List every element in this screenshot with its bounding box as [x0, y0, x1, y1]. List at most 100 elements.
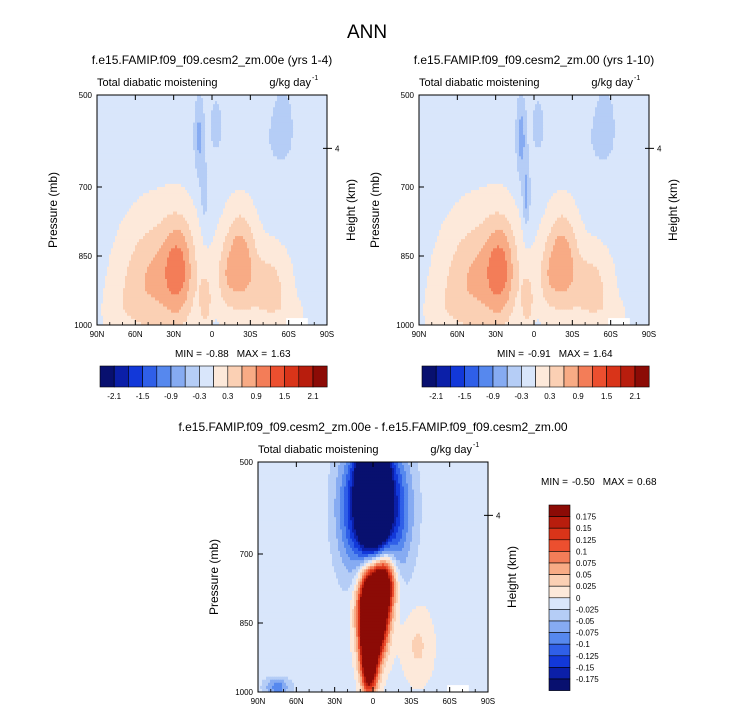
heatmap-cell [173, 101, 176, 105]
heatmap-cell [315, 113, 318, 118]
heatmap-cell [163, 128, 166, 133]
heatmap-cell [215, 141, 218, 145]
heatmap-cell [123, 211, 126, 216]
heatmap-cell [247, 205, 250, 210]
heatmap-cell [207, 223, 210, 228]
heatmap-cell [211, 162, 214, 167]
heatmap-cell [157, 150, 160, 154]
heatmap-cell [321, 196, 324, 200]
heatmap-cell [123, 183, 126, 188]
heatmap-cell [211, 101, 214, 105]
heatmap-cell [273, 177, 276, 182]
heatmap-cell [117, 165, 120, 170]
heatmap-cell [99, 180, 102, 185]
heatmap-cell [263, 128, 266, 133]
heatmap-cell [255, 165, 258, 170]
heatmap-cell [217, 144, 220, 148]
heatmap-cell [153, 110, 156, 114]
heatmap-cell [243, 199, 246, 203]
heatmap-cell [209, 171, 212, 176]
heatmap-cell [205, 125, 208, 130]
heatmap-cell [259, 128, 262, 133]
heatmap-cell [159, 199, 162, 203]
heatmap-cell [185, 95, 188, 99]
heatmap-cell [257, 199, 260, 203]
heatmap-cell [295, 110, 298, 114]
heatmap-cell [119, 122, 122, 127]
heatmap-cell [249, 165, 252, 170]
heatmap-cell [217, 147, 220, 151]
heatmap-cell [241, 205, 244, 210]
heatmap-cell [127, 183, 130, 188]
heatmap-cell [161, 211, 164, 216]
heatmap-cell [317, 193, 320, 197]
heatmap-cell [103, 199, 106, 203]
heatmap-cell [249, 116, 252, 121]
heatmap-cell [167, 125, 170, 130]
heatmap-cell [113, 128, 116, 133]
heatmap-cell [139, 190, 142, 194]
heatmap-cell [171, 187, 174, 191]
heatmap-cell [167, 110, 170, 114]
heatmap-cell [177, 211, 180, 216]
heatmap-cell [283, 159, 286, 164]
heatmap-cell [159, 131, 162, 136]
heatmap-cell [153, 165, 156, 170]
heatmap-cell [157, 153, 160, 157]
heatmap-cell [205, 150, 208, 154]
heatmap-cell [277, 211, 280, 216]
heatmap-cell [165, 190, 168, 194]
heatmap-cell [159, 168, 162, 173]
heatmap-cell [131, 122, 134, 127]
heatmap-cell [231, 211, 234, 216]
heatmap-cell [157, 104, 160, 108]
heatmap-cell [307, 171, 310, 176]
heatmap-cell [271, 116, 274, 121]
heatmap-cell [295, 104, 298, 108]
heatmap-cell [129, 187, 132, 191]
heatmap-cell [101, 226, 104, 231]
heatmap-cell [151, 183, 154, 188]
heatmap-cell [177, 165, 180, 170]
heatmap-cell [209, 177, 212, 182]
heatmap-cell [285, 190, 288, 194]
heatmap-cell [169, 131, 172, 136]
heatmap-cell [107, 177, 110, 182]
heatmap-cell [139, 205, 142, 210]
heatmap-cell [117, 153, 120, 157]
heatmap-cell [219, 223, 222, 228]
heatmap-cell [321, 110, 324, 114]
heatmap-cell [267, 113, 270, 118]
heatmap-cell [319, 104, 322, 108]
heatmap-cell [261, 101, 264, 105]
heatmap-cell [187, 110, 190, 114]
heatmap-cell [111, 159, 114, 164]
heatmap-cell [275, 156, 278, 160]
heatmap-cell [265, 220, 268, 225]
heatmap-cell [149, 95, 152, 99]
heatmap-cell [143, 217, 146, 222]
heatmap-cell [117, 150, 120, 154]
heatmap-cell [235, 147, 238, 151]
heatmap-cell [325, 171, 327, 176]
heatmap-cell [143, 223, 146, 228]
heatmap-cell [157, 171, 160, 176]
heatmap-cell [325, 199, 327, 203]
heatmap-cell [251, 98, 254, 102]
heatmap-cell [237, 150, 240, 154]
heatmap-cell [97, 217, 100, 222]
heatmap-cell [257, 141, 260, 145]
heatmap-cell [117, 104, 120, 108]
heatmap-cell [279, 183, 282, 188]
heatmap-cell [207, 220, 210, 225]
heatmap-cell [135, 196, 138, 200]
heatmap-cell [143, 119, 146, 124]
heatmap-cell [149, 187, 152, 191]
heatmap-cell [257, 177, 260, 182]
heatmap-cell [225, 220, 228, 225]
heatmap-cell [147, 196, 150, 200]
heatmap-cell [289, 187, 292, 191]
heatmap-cell [257, 193, 260, 197]
heatmap-cell [241, 168, 244, 173]
heatmap-cell [261, 134, 264, 139]
